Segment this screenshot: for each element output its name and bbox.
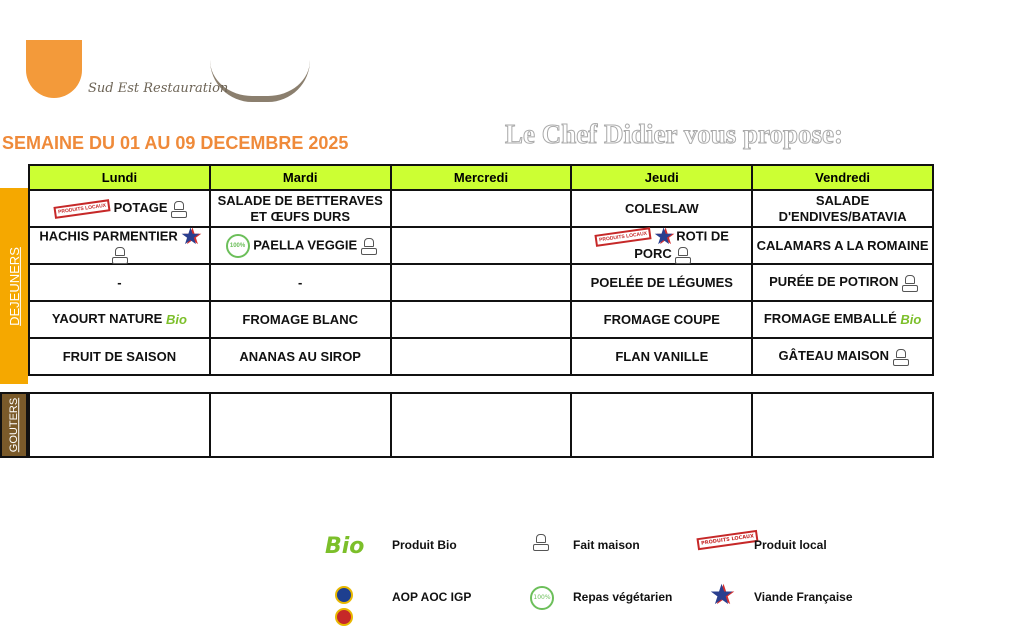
dish-name: ROTI DE PORC — [634, 228, 729, 262]
dish-name: HACHIS PARMENTIER — [39, 228, 178, 244]
bio-icon: Bio — [165, 311, 187, 327]
local-icon: PRODUITS LOCAUX — [53, 198, 111, 219]
menu-cell: YAOURT NATURE Bio — [28, 300, 211, 339]
section-gouters: GOUTERS — [0, 392, 28, 458]
logo-text: Sud Est Restauration — [88, 81, 229, 96]
menu-cell: FRUIT DE SAISON — [28, 337, 211, 376]
menu-cell: COLESLAW — [570, 189, 754, 228]
legend-label: Repas végétarien — [573, 590, 673, 604]
menu-cell: FROMAGE COUPE — [570, 300, 754, 339]
veg-icon: 100% — [530, 586, 554, 610]
menu-row: FRUIT DE SAISON ANANAS AU SIROP FLAN VANIL… — [28, 337, 934, 376]
menu-cell: PRODUITS LOCAUX POTAGE — [28, 189, 211, 228]
legend-label: Fait maison — [573, 538, 640, 552]
dish-name: POTAGE — [113, 200, 168, 216]
dish-name: - — [117, 274, 122, 290]
logo-sun — [26, 40, 82, 98]
section-label: GOUTERS — [8, 397, 20, 453]
star-icon: ★ — [181, 226, 200, 249]
gouters-table — [28, 392, 934, 458]
menu-cell — [389, 337, 573, 376]
dish-name: FROMAGE EMBALLÉ — [763, 311, 897, 327]
week-title: SEMAINE DU 01 AU 09 DECEMBRE 2025 — [2, 133, 349, 153]
menu-cell: HACHIS PARMENTIER ★ — [28, 226, 211, 265]
day-header-vendredi: Vendredi — [751, 164, 934, 191]
dish-name: PURÉE DE POTIRON — [769, 274, 899, 290]
legend-label: Produit Bio — [392, 538, 457, 552]
star-icon: ★ — [709, 578, 735, 611]
menu-row: YAOURT NATURE Bio FROMAGE BLANC FROMAGE CO… — [28, 300, 934, 339]
chef-icon — [533, 534, 549, 551]
menu-cell — [389, 300, 573, 339]
bio-icon: Bio — [325, 534, 365, 559]
menu-table: Lundi Mardi Mercredi Jeudi Vendredi PRODUITS… — [28, 164, 934, 376]
chef-icon — [171, 200, 188, 218]
dish-name: CALAMARS A LA ROMAINE — [756, 237, 929, 253]
day-header-lundi: Lundi — [28, 164, 211, 191]
menu-row: - - POELÉE DE LÉGUMES PURÉE DE POTIRON — [28, 263, 934, 302]
menu-cell: GÂTEAU MAISON — [751, 337, 934, 376]
menu-cell — [389, 263, 573, 302]
menu-cell — [389, 189, 573, 228]
dish-name: FLAN VANILLE — [615, 348, 709, 364]
gouter-cell — [751, 392, 934, 458]
menu-cell: FROMAGE EMBALLÉ Bio — [751, 300, 934, 339]
menu-cell: CALAMARS A LA ROMAINE — [751, 226, 934, 265]
menu-cell: POELÉE DE LÉGUMES — [570, 263, 754, 302]
dish-name: - — [298, 274, 303, 290]
logo-swoosh — [210, 60, 310, 102]
dish-name: ANANAS AU SIROP — [239, 348, 361, 364]
legend-label: Produit local — [754, 538, 827, 552]
section-label: DEJEUNERS — [6, 246, 22, 326]
menu-row: PRODUITS LOCAUX POTAGE SALADE DE BETTERA… — [28, 189, 934, 228]
gouter-cell — [208, 392, 392, 458]
chef-icon — [902, 274, 919, 292]
chef-icon — [675, 246, 692, 264]
dish-name: FRUIT DE SAISON — [62, 348, 177, 364]
aop-icon — [335, 586, 353, 626]
star-icon: ★ — [654, 226, 673, 249]
gouter-cell — [28, 392, 211, 458]
dish-name: COLESLAW — [624, 200, 699, 216]
dish-name: GÂTEAU MAISON — [778, 348, 890, 364]
local-icon: PRODUITS LOCAUX — [594, 227, 652, 248]
menu-cell: ANANAS AU SIROP — [208, 337, 392, 376]
veg-icon: 100% — [225, 233, 250, 258]
dish-name: YAOURT NATURE — [51, 311, 163, 327]
legend-label: AOP AOC IGP — [392, 590, 472, 604]
chef-icon — [892, 348, 909, 366]
gouter-cell — [389, 392, 573, 458]
menu-cell: PRODUITS LOCAUX ★ ROTI DE PORC — [570, 226, 754, 265]
menu-cell: - — [28, 263, 211, 302]
menu-cell: SALADE DE BETTERAVES ET ŒUFS DURS — [208, 189, 392, 228]
menu-cell: SALADE D'ENDIVES/BATAVIA — [751, 189, 934, 228]
day-header-mardi: Mardi — [208, 164, 392, 191]
gouter-cell — [570, 392, 754, 458]
dish-name: FROMAGE COUPE — [603, 311, 720, 327]
bio-icon: Bio — [900, 311, 922, 327]
dish-name: SALADE DE BETTERAVES ET ŒUFS DURS — [217, 192, 383, 224]
menu-row: HACHIS PARMENTIER ★ 100% PAELLA VEGGIE P… — [28, 226, 934, 265]
menu-cell: PURÉE DE POTIRON — [751, 263, 934, 302]
menu-cell: - — [208, 263, 392, 302]
day-header-jeudi: Jeudi — [570, 164, 754, 191]
dish-name: SALADE D'ENDIVES/BATAVIA — [778, 192, 907, 224]
legend-label: Viande Française — [754, 590, 853, 604]
dish-name: POELÉE DE LÉGUMES — [590, 274, 733, 290]
local-icon: PRODUITS LOCAUX — [696, 529, 759, 551]
dish-name: PAELLA VEGGIE — [253, 236, 358, 252]
menu-cell: FLAN VANILLE — [570, 337, 754, 376]
dish-name: FROMAGE BLANC — [242, 311, 358, 327]
section-dejeuners: DEJEUNERS — [0, 188, 28, 384]
chef-icon — [112, 246, 129, 264]
chef-title: Le Chef Didier vous propose: — [504, 119, 844, 150]
day-header-mercredi: Mercredi — [389, 164, 573, 191]
menu-cell: 100% PAELLA VEGGIE — [208, 226, 392, 265]
menu-cell — [389, 226, 573, 265]
menu-cell: FROMAGE BLANC — [208, 300, 392, 339]
chef-icon — [360, 237, 377, 255]
